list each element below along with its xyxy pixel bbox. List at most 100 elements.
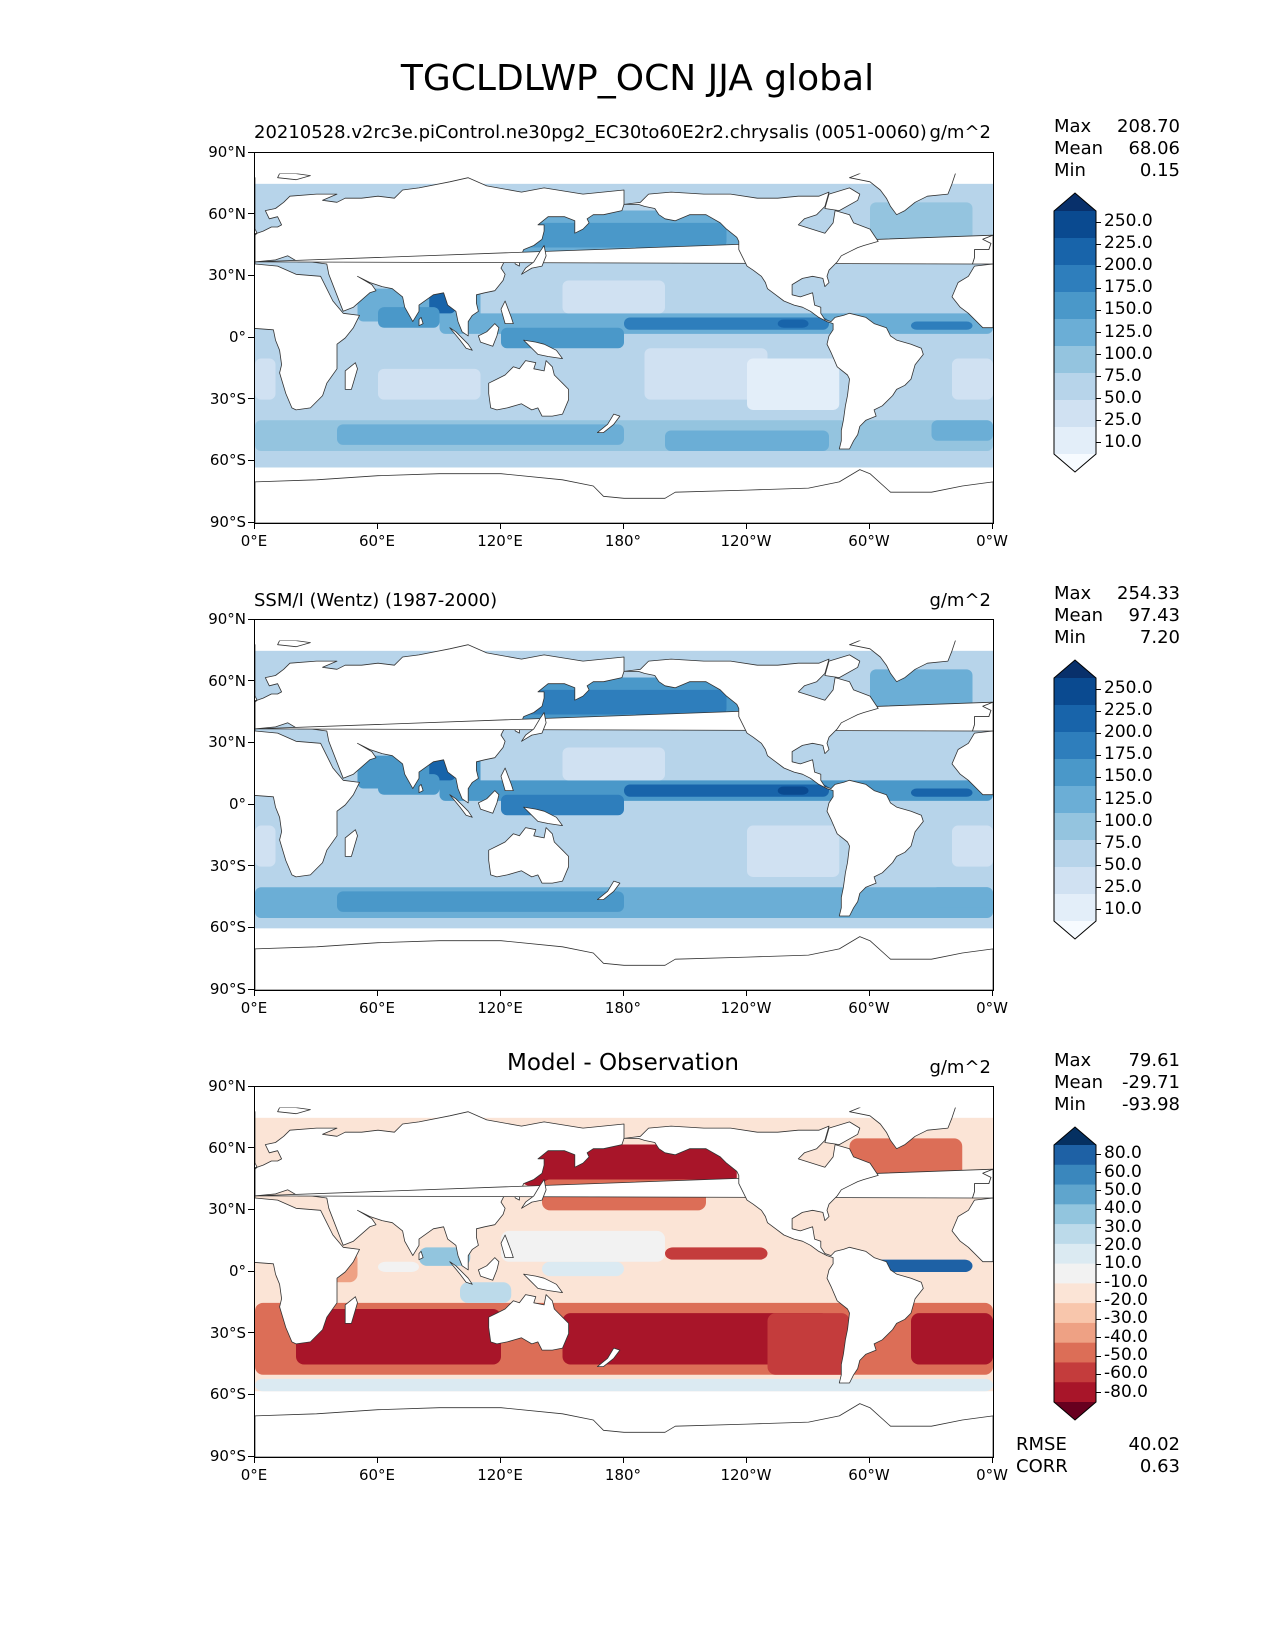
colorbar-label: 200.0 — [1104, 722, 1153, 743]
colorbar-tick — [1096, 332, 1101, 333]
coastlines — [255, 620, 993, 990]
colorbar-swatch — [1054, 1362, 1096, 1383]
colorbar-swatch — [1054, 1263, 1096, 1284]
colorbar-tick — [1096, 287, 1101, 289]
colorbar-swatch — [1054, 346, 1096, 374]
colorbar-label: 10.0 — [1104, 431, 1142, 452]
x-tick-label: 120°E — [477, 532, 523, 550]
colorbar-swatch — [1054, 786, 1096, 814]
colorbar-extend-max — [1054, 193, 1096, 211]
map-diff-field — [255, 1087, 993, 1457]
colorbar-tick — [1096, 265, 1101, 267]
colorbar-label: -10.0 — [1104, 1271, 1148, 1292]
colorbar-outline — [1053, 192, 1097, 473]
colorbar-swatch — [1054, 373, 1096, 401]
colorbar-extend-min — [1054, 1402, 1096, 1420]
colorbar-extend-max — [1054, 1127, 1096, 1145]
units-label: g/m^2 — [929, 122, 991, 143]
stat-label: Min — [1054, 160, 1086, 181]
stat-label: Mean — [1054, 138, 1104, 159]
y-tick-label: 30°S — [209, 389, 246, 408]
x-tick-label: 60°W — [848, 532, 890, 550]
map-model — [254, 152, 994, 524]
colorbar-swatch — [1054, 1322, 1096, 1344]
x-tick — [622, 990, 624, 996]
colorbar-label: 250.0 — [1104, 678, 1153, 699]
y-tick-label: 60°S — [209, 918, 246, 937]
colorbar-svg — [1053, 192, 1097, 473]
colorbar-tick — [1096, 732, 1101, 734]
x-tick-label: 0°E — [240, 532, 268, 550]
colorbar-tick — [1096, 420, 1101, 422]
stat-label: Max — [1054, 1050, 1092, 1071]
colorbar-swatch — [1054, 292, 1096, 320]
colorbar-label: 75.0 — [1104, 365, 1142, 386]
y-tick-label: 30°N — [208, 733, 246, 752]
stat-label: Min — [1054, 1094, 1086, 1115]
colorbar-label: -80.0 — [1104, 1381, 1148, 1402]
x-tick — [991, 1457, 993, 1463]
y-tick-label: 90°S — [209, 513, 246, 531]
colorbar-tick — [1096, 799, 1101, 800]
panel-title: 20210528.v2rc3e.piControl.ne30pg2_EC30to… — [254, 122, 927, 143]
y-tick — [248, 618, 254, 620]
y-tick-label: 0° — [228, 1262, 246, 1280]
x-tick-label: 120°W — [720, 532, 772, 550]
x-tick — [745, 523, 747, 529]
y-tick-label: 90°S — [209, 980, 246, 998]
colorbar-swatch — [1054, 1145, 1096, 1166]
x-tick — [376, 990, 378, 996]
x-tick-label: 180° — [604, 532, 642, 550]
x-tick — [253, 1457, 255, 1463]
colorbar-tick — [1096, 1208, 1101, 1210]
colorbar-swatch — [1054, 1303, 1096, 1324]
colorbar-swatch — [1054, 840, 1096, 868]
colorbar-label: 150.0 — [1104, 766, 1153, 787]
y-tick — [248, 459, 254, 462]
colorbar-label: 125.0 — [1104, 321, 1153, 342]
y-tick-label: 60°S — [209, 451, 246, 470]
colorbar-tick — [1096, 1153, 1101, 1155]
stat-value: 208.70 — [1117, 116, 1180, 137]
colorbar-label: 225.0 — [1104, 700, 1153, 721]
panel-title: SSM/I (Wentz) (1987-2000) — [254, 590, 498, 611]
y-tick-label: 60°S — [209, 1385, 246, 1404]
colorbar-label: 100.0 — [1104, 343, 1153, 364]
x-tick-label: 120°W — [720, 999, 772, 1017]
x-tick-label: 60°E — [358, 532, 396, 550]
colorbar-tick — [1096, 398, 1101, 400]
colorbar-tick — [1096, 821, 1101, 823]
y-tick-label: 30°S — [209, 856, 246, 875]
colorbar-svg — [1053, 659, 1097, 940]
colorbar-swatch — [1054, 894, 1096, 922]
colorbar-tick — [1096, 442, 1101, 444]
colorbar-label: 175.0 — [1104, 744, 1153, 765]
x-tick — [745, 990, 747, 996]
coastlines — [255, 153, 993, 523]
figure-title: TGCLDLWP_OCN JJA global — [400, 58, 875, 99]
colorbar-tick — [1096, 754, 1101, 756]
colorbar-swatch — [1054, 759, 1096, 787]
colorbar-label: 25.0 — [1104, 409, 1142, 430]
x-tick-label: 0°E — [240, 1466, 268, 1484]
colorbar-tick — [1096, 376, 1101, 378]
y-tick-label: 30°N — [208, 1200, 246, 1219]
y-tick-label: 90°N — [208, 143, 246, 161]
y-tick — [248, 274, 254, 277]
colorbar-swatch — [1054, 400, 1096, 428]
x-tick — [868, 523, 870, 529]
colorbar-tick — [1096, 1318, 1101, 1320]
x-tick — [253, 523, 255, 529]
colorbar-tick — [1096, 1355, 1101, 1357]
colorbar-swatch — [1054, 1224, 1096, 1245]
colorbar-tick — [1096, 221, 1101, 223]
y-tick — [248, 1393, 254, 1396]
stat-label: Mean — [1054, 605, 1104, 626]
colorbar-tick — [1096, 1373, 1101, 1375]
colorbar-swatch — [1054, 211, 1096, 239]
colorbar-label: 25.0 — [1104, 876, 1142, 897]
y-tick-label: 90°N — [208, 610, 246, 628]
colorbar-label: 10.0 — [1104, 1253, 1142, 1274]
metric-value: 0.63 — [1139, 1456, 1180, 1477]
colorbar-tick — [1096, 887, 1101, 889]
